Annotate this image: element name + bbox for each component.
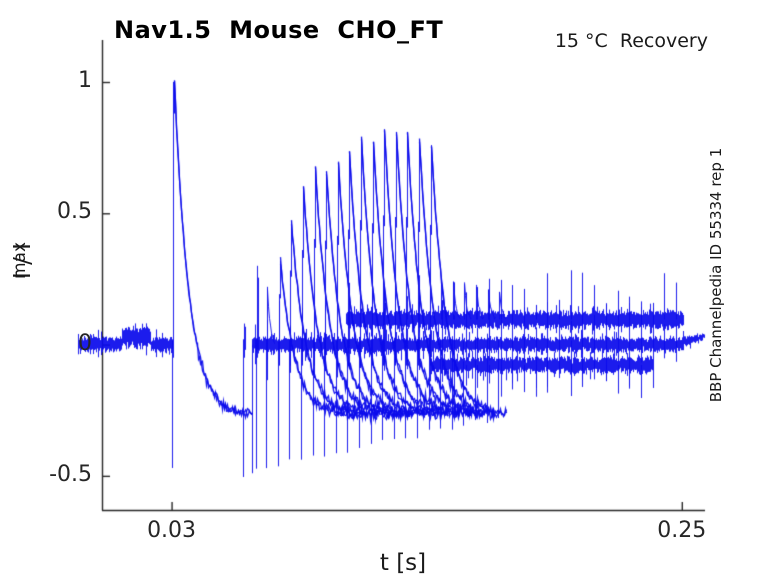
y-axis-label-sub: max [10,241,30,279]
side-label: BBP Channelpedia ID 55334 rep 1 [707,147,725,403]
temperature-recovery-annotation: 15 °C Recovery [554,30,708,52]
x-axis-label: t [s] [379,550,427,576]
chart-title: Nav1.5 Mouse CHO_FT [114,16,444,44]
